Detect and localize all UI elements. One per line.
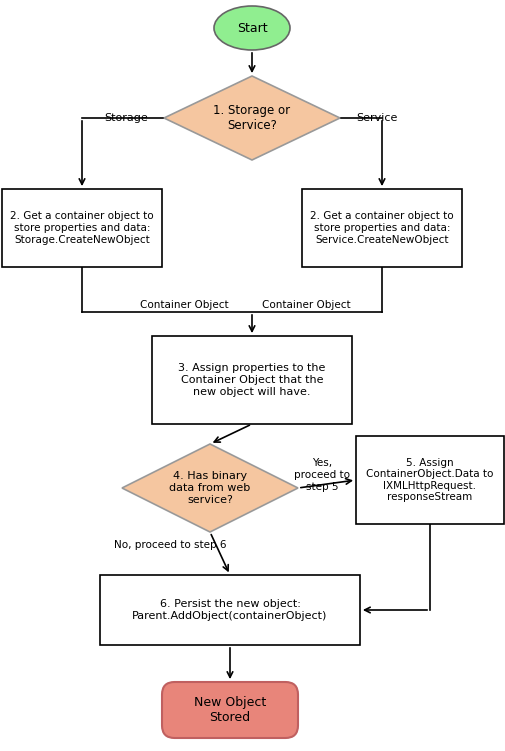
Polygon shape	[122, 444, 298, 532]
Bar	[152, 336, 352, 424]
Text: 3. Assign properties to the
Container Object that the
new object will have.: 3. Assign properties to the Container Ob…	[178, 363, 326, 397]
Text: 2. Get a container object to
store properties and data:
Service.CreateNewObject: 2. Get a container object to store prope…	[310, 211, 454, 245]
Text: Service: Service	[356, 113, 397, 123]
Text: Start: Start	[237, 22, 267, 35]
Text: 5. Assign
ContainerObject.Data to
IXMLHttpRequest.
responseStream: 5. Assign ContainerObject.Data to IXMLHt…	[366, 457, 494, 502]
Text: New Object
Stored: New Object Stored	[194, 696, 266, 724]
Text: Storage: Storage	[104, 113, 148, 123]
Polygon shape	[164, 76, 340, 160]
Bar	[2, 189, 162, 267]
Text: 1. Storage or
Service?: 1. Storage or Service?	[214, 104, 290, 132]
Text: Container Object: Container Object	[262, 300, 350, 310]
Ellipse shape	[214, 6, 290, 50]
Text: 4. Has binary
data from web
service?: 4. Has binary data from web service?	[169, 472, 250, 505]
Bar	[302, 189, 462, 267]
Bar	[100, 575, 360, 645]
Text: 2. Get a container object to
store properties and data:
Storage.CreateNewObject: 2. Get a container object to store prope…	[10, 211, 154, 245]
Text: No, proceed to step 6: No, proceed to step 6	[114, 540, 226, 550]
Bar	[356, 436, 504, 524]
Text: Container Object: Container Object	[140, 300, 229, 310]
Text: 6. Persist the new object:
Parent.AddObject(containerObject): 6. Persist the new object: Parent.AddObj…	[132, 599, 328, 621]
Text: Yes,
proceed to
step 5: Yes, proceed to step 5	[294, 458, 350, 492]
FancyBboxPatch shape	[162, 682, 298, 738]
